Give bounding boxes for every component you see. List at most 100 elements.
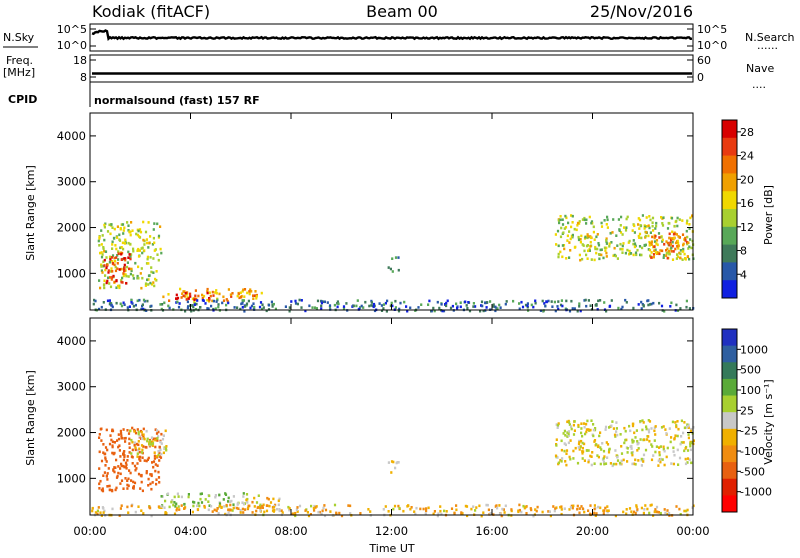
velocity-cell (134, 468, 137, 472)
velocity-cell (313, 509, 316, 512)
power-cell (162, 295, 165, 299)
velocity-cell (220, 506, 223, 509)
velocity-cell (684, 457, 687, 461)
power-cell (217, 303, 220, 306)
power-cell (142, 220, 145, 224)
power-cell (147, 246, 150, 249)
velocity-cell (654, 433, 657, 436)
velocity-cell (153, 457, 156, 460)
power-cell (103, 223, 106, 227)
nsky-trace (91, 29, 693, 42)
power-cell (545, 300, 548, 304)
velocity-cell (139, 459, 142, 462)
power-cell (579, 240, 582, 244)
velocity-cell (102, 507, 105, 510)
power-cell (581, 257, 584, 261)
xtick-label: 04:00 (174, 524, 207, 538)
nsky-label: N.Sky (3, 31, 35, 44)
ytick-label: 4000 (57, 129, 86, 143)
freq-tick-top: 18 (73, 54, 87, 67)
nsky-panel: N.Sky 10^5 10^0 10^5 10^0 N.Search .....… (3, 23, 795, 52)
velocity-cell (287, 505, 290, 509)
velocity-cell (127, 484, 130, 488)
velocity-cell (572, 449, 575, 453)
power-cell (668, 243, 671, 247)
velocity-cell (572, 504, 575, 508)
power-cell (605, 246, 608, 250)
velocity-cell (394, 466, 397, 470)
velocity-cell (642, 460, 645, 463)
velocity-cell (304, 509, 307, 512)
velocity-cell (265, 509, 269, 513)
velocity-cell (654, 450, 657, 454)
power-cell (215, 300, 218, 303)
power-cell (438, 306, 441, 310)
velocity-cell (218, 502, 222, 505)
power-cell (661, 249, 664, 253)
velocity-cell (661, 458, 664, 461)
power-cell (676, 255, 679, 259)
velocity-cell (625, 508, 628, 511)
velocity-cell (642, 453, 646, 457)
power-cell (193, 303, 196, 306)
power-cell (382, 303, 386, 306)
power-cell (122, 247, 125, 251)
power-cell (619, 224, 622, 227)
power-cell (101, 253, 104, 256)
power-colorbar-swatch (722, 155, 737, 174)
power-cell (518, 307, 521, 311)
power-cell (137, 255, 141, 258)
velocity-cell (227, 511, 230, 514)
power-cell (672, 250, 675, 253)
velocity-cell (148, 506, 151, 510)
power-cell (639, 224, 642, 227)
power-cell (352, 304, 355, 308)
velocity-cell (227, 508, 230, 512)
velocity-cell (587, 460, 590, 464)
velocity-cell (177, 495, 180, 498)
velocity-cell (157, 476, 161, 479)
power-cell (208, 298, 211, 301)
power-cell (578, 253, 581, 257)
velocity-cell (207, 500, 210, 503)
velocity-cell (151, 461, 154, 464)
velocity-cell (672, 462, 675, 466)
power-cell (644, 225, 647, 229)
power-cell (590, 220, 594, 223)
velocity-cell (235, 506, 239, 510)
velocity-cell (232, 495, 235, 498)
power-cell (267, 308, 271, 311)
velocity-cell (174, 505, 177, 508)
velocity-cell (156, 464, 159, 467)
velocity-cell (155, 429, 159, 432)
power-cell (104, 274, 107, 277)
velocity-colorbar-swatch (722, 462, 737, 480)
velocity-cell (633, 462, 636, 466)
power-cell (153, 284, 156, 288)
power-cell (682, 243, 685, 247)
velocity-cell (570, 504, 573, 508)
power-cell (576, 221, 580, 225)
power-cell (638, 245, 642, 248)
velocity-cell (559, 458, 562, 462)
velocity-cell (171, 499, 174, 502)
power-cell (260, 291, 263, 295)
power-cell (650, 240, 653, 243)
velocity-cell (596, 454, 599, 457)
velocity-cell (564, 460, 567, 463)
velocity-cell (652, 454, 655, 457)
velocity-cell (603, 455, 606, 458)
power-cell (121, 241, 124, 245)
power-cell (373, 309, 377, 313)
velocity-cell (500, 514, 503, 518)
power-cell (474, 305, 477, 308)
power-cell (159, 247, 162, 251)
power-cell (573, 227, 576, 231)
power-cell (130, 299, 133, 302)
power-cell (484, 301, 487, 304)
power-cell (568, 309, 572, 313)
power-cell (168, 299, 171, 302)
power-cell (391, 270, 394, 273)
power-cell (294, 302, 298, 305)
power-cell (290, 300, 293, 303)
